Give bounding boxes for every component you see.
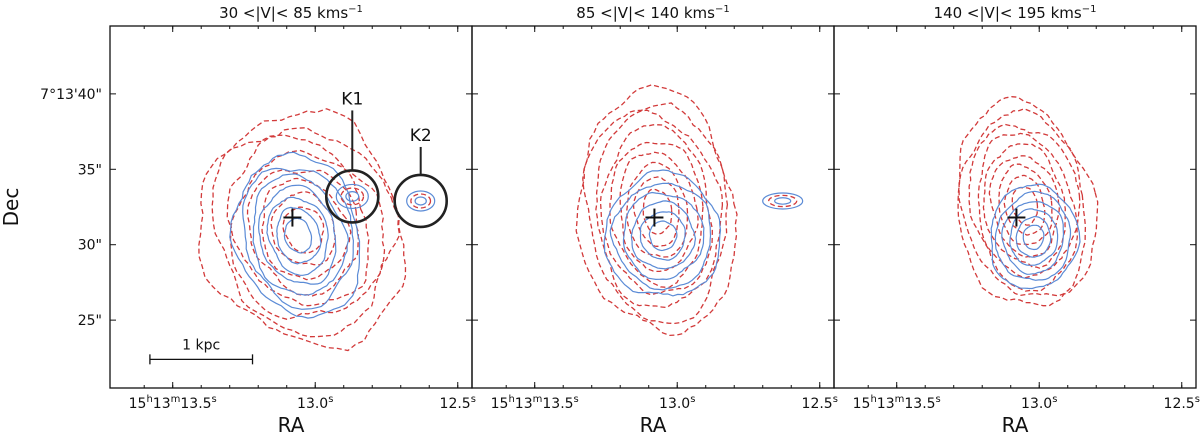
blue-solid-contour (229, 151, 361, 319)
panel-title: 85 <|V|< 140 kms−1 (576, 4, 729, 22)
x-tick-label: 15h13m13.5s (491, 394, 579, 412)
x-tick-label: 13.0s (659, 394, 695, 412)
knot-label-k1: K1 (341, 89, 363, 109)
red-dashed-contour (575, 84, 738, 337)
red-dashed-contour (270, 190, 336, 266)
red-dashed-contour (982, 143, 1066, 270)
panel-title: 140 <|V|< 195 kms−1 (934, 4, 1097, 22)
panel-3: 140 <|V|< 195 kms−1 15h13m13.5s 13.0s 12.5s… (833, 4, 1200, 437)
red-dashed-contour (230, 149, 370, 307)
x-tick-label: 13.0s (1021, 394, 1057, 412)
red-dashed-contour (988, 155, 1060, 258)
knot-emission-contour (406, 190, 436, 212)
blue-solid-contour (648, 220, 678, 252)
blue-solid-contour (1001, 201, 1065, 275)
y-tick-label: 7°13'40" (40, 87, 102, 103)
y-tick-label: 30" (78, 238, 102, 254)
blue-solid-contour (252, 173, 350, 296)
red-dashed-contour (968, 123, 1081, 292)
panel-2: 85 <|V|< 140 kms−1 15h13m13.5s 13.0s 12.5s R… (471, 4, 838, 437)
red-dashed-contour (246, 169, 360, 297)
panel-title: 30 <|V|< 85 kms−1 (219, 4, 363, 22)
blue-solid-contours (990, 183, 1081, 290)
knot-circle-k2 (393, 173, 448, 229)
knot-emission-contour (768, 194, 798, 208)
red-dashed-contour (632, 176, 680, 247)
red-dashed-contour (609, 141, 704, 289)
panel-1: K1 K2 1 kpc 30 <|V|< 85 kms−1 15h13m13.5s 13.… (40, 4, 476, 437)
knot-emission-contour (414, 196, 427, 206)
y-tick-label: 35" (78, 162, 102, 178)
blue-solid-contours (603, 169, 722, 297)
red-dashed-contour (958, 108, 1087, 297)
y-tick-label: 25" (78, 313, 102, 329)
knot-emission-contour (410, 193, 432, 209)
x-tick-label: 12.5s (802, 394, 838, 412)
blue-solid-contour (994, 190, 1072, 281)
red-dashed-contour (198, 108, 407, 352)
knot-emission-contour (762, 192, 804, 210)
red-dashed-contour (582, 102, 729, 325)
blue-solid-contour (1015, 215, 1052, 258)
red-dashed-contour (1003, 174, 1046, 236)
panel-frame (833, 25, 1197, 389)
blue-solid-contour (622, 191, 705, 281)
red-dashed-contours (957, 96, 1099, 307)
blue-solid-contour (242, 167, 355, 310)
knot-emission-contour (335, 183, 369, 210)
blue-solid-contours (229, 151, 361, 319)
blue-solid-contour (1022, 224, 1045, 251)
ra-axis-label: RA (278, 413, 305, 437)
scalebar-label: 1 kpc (182, 337, 220, 353)
x-tick-label: 12.5s (1164, 394, 1200, 412)
knot-emission-contour (345, 191, 360, 202)
x-tick-label: 12.5s (440, 394, 476, 412)
knot-label-k2: K2 (410, 126, 432, 146)
red-dashed-contour (998, 163, 1053, 246)
red-dashed-contour (642, 188, 673, 235)
red-dashed-contour (957, 96, 1099, 307)
blue-solid-contour (609, 182, 712, 291)
x-tick-label: 13.0s (297, 394, 333, 412)
red-dashed-contour (1011, 186, 1039, 226)
red-dashed-contour (282, 206, 325, 254)
blue-solid-contour (283, 217, 313, 254)
x-tick-label: 15h13m13.5s (853, 394, 941, 412)
red-dashed-contour (261, 177, 352, 281)
ra-axis-label: RA (1002, 413, 1029, 437)
blue-solid-contour (266, 196, 329, 276)
red-dashed-contour (226, 134, 386, 320)
blue-solid-contour (257, 184, 337, 285)
red-dashed-contour (599, 124, 713, 296)
knot-emission-contour (774, 197, 792, 205)
x-tick-label: 15h13m13.5s (129, 394, 217, 412)
dec-axis-label: Dec (0, 188, 23, 227)
blue-solid-contour (630, 200, 697, 270)
blue-solid-contour (639, 211, 686, 261)
blue-solid-contour (1009, 208, 1059, 266)
red-dashed-contour (619, 151, 699, 273)
red-dashed-contour (977, 132, 1078, 279)
ra-axis-label: RA (640, 413, 667, 437)
blue-solid-contour (276, 206, 322, 265)
blue-solid-contour (990, 183, 1081, 290)
blue-solid-contour (603, 169, 722, 297)
panels: K1 K2 1 kpc 30 <|V|< 85 kms−1 15h13m13.5s 13.… (40, 4, 1200, 437)
red-dashed-contours (575, 84, 738, 337)
red-dashed-contour (211, 127, 401, 338)
red-dashed-contours (198, 108, 407, 352)
